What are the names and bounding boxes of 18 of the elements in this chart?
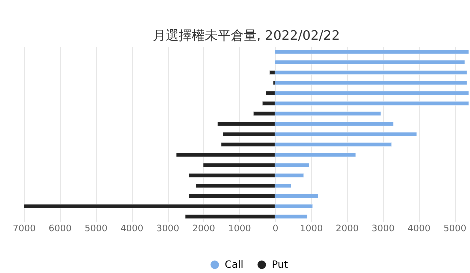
x-tick-label: 5000	[444, 224, 467, 234]
x-tick-label: 3000	[156, 224, 180, 234]
x-tick-label: 0	[272, 224, 279, 234]
chart-title: 月選擇權未平倉量, 2022/02/22	[152, 29, 340, 44]
x-tick-label: 1000	[228, 224, 252, 234]
bar	[274, 60, 466, 65]
legend-label: Put	[272, 260, 288, 271]
x-tick-label: 4000	[408, 224, 431, 234]
x-tick-label: 5000	[84, 224, 108, 234]
x-tick-label: 6000	[48, 224, 72, 234]
x-tick-label: 2000	[336, 224, 360, 234]
x-tick-label: 2000	[192, 224, 216, 234]
x-tick-label: 4000	[120, 224, 144, 234]
x-tick-label: 3000	[372, 224, 396, 234]
x-tick-label: 1000	[300, 224, 324, 234]
legend-label: Call	[225, 260, 244, 271]
bar	[274, 80, 468, 86]
x-tick-label: 7000	[13, 224, 36, 234]
